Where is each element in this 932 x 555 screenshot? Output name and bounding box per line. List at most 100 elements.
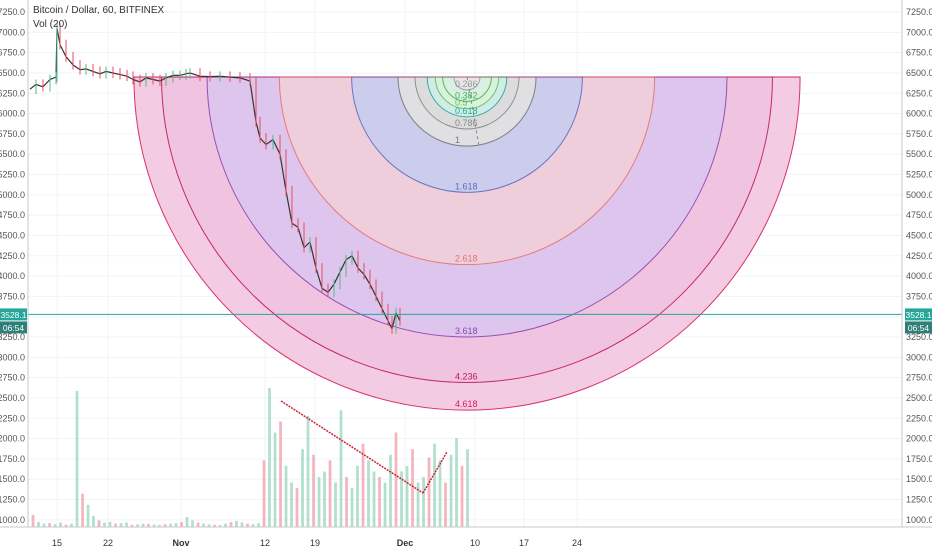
volume-bar <box>136 524 139 527</box>
annotation-down-line[interactable] <box>280 400 424 494</box>
y-tick-label-right: 2500.0 <box>906 393 932 403</box>
volume-bar <box>114 523 117 527</box>
volume-bar <box>31 514 35 527</box>
volume-bar <box>86 504 90 527</box>
volume-bar <box>185 517 189 527</box>
y-tick-label-left: 4000.0 <box>0 271 25 281</box>
y-tick-label-right: 5000.0 <box>906 190 932 200</box>
y-tick-label-left: 5000.0 <box>0 190 25 200</box>
x-tick-label: 17 <box>519 538 529 548</box>
y-tick-label-right: 6750.0 <box>906 48 932 58</box>
y-tick-label-left: 6500.0 <box>0 68 25 78</box>
volume-bar <box>455 438 458 527</box>
volume-bar <box>196 522 200 527</box>
volume-bar <box>378 477 381 527</box>
y-tick-label-left: 5500.0 <box>0 149 25 159</box>
last-price-badge <box>0 308 27 321</box>
volume-bar <box>180 522 183 527</box>
volume-bar <box>317 477 321 527</box>
annotation-up-line[interactable] <box>422 451 448 494</box>
volume-bar <box>207 524 211 527</box>
volume-bar <box>97 520 101 527</box>
volume-bar <box>174 523 178 527</box>
y-tick-label-left: 6250.0 <box>0 88 25 98</box>
volume-bar <box>438 460 442 527</box>
chart-legend: Bitcoin / Dollar, 60, BITFINEX Vol (20) <box>33 4 164 32</box>
y-tick-label-left: 4500.0 <box>0 230 25 240</box>
y-tick-label-right: 3000.0 <box>906 352 932 362</box>
y-tick-label-right: 2250.0 <box>906 413 932 423</box>
volume-bar <box>240 522 244 527</box>
volume-bar <box>213 524 216 527</box>
fib-label: 2.618 <box>455 254 478 264</box>
x-tick-label: 10 <box>470 538 480 548</box>
fib-label: 1 <box>455 135 460 145</box>
y-tick-label-left: 7250.0 <box>0 7 25 17</box>
fib-label: 3.618 <box>455 326 478 336</box>
y-tick-label-right: 4750.0 <box>906 210 932 220</box>
volume-bar <box>75 390 79 527</box>
volume-bar <box>372 471 376 527</box>
y-tick-label-right: 2750.0 <box>906 373 932 383</box>
volume-bar <box>163 524 167 527</box>
volume-bar <box>158 524 161 527</box>
volume-bar <box>339 410 343 527</box>
volume-bar <box>345 477 348 527</box>
volume-bar <box>433 443 436 527</box>
x-tick-label: Nov <box>172 538 189 548</box>
y-tick-label-right: 1250.0 <box>906 495 932 505</box>
volume-bar <box>290 482 293 527</box>
last-price-value: 3528.1 <box>1 310 27 320</box>
volume-bar <box>70 523 73 527</box>
volume-indicator-label: Vol (20) <box>33 19 68 30</box>
y-tick-label-right: 6000.0 <box>906 109 932 119</box>
volume-bars <box>31 388 469 527</box>
y-tick-label-right: 7000.0 <box>906 27 932 37</box>
price-line <box>28 23 902 334</box>
y-tick-label-left: 6000.0 <box>0 109 25 119</box>
volume-bar <box>279 421 282 527</box>
volume-bar <box>191 520 194 527</box>
volume-bar <box>312 454 315 527</box>
volume-bar <box>48 523 51 527</box>
y-tick-label-left: 1750.0 <box>0 454 25 464</box>
y-tick-label-right: 5750.0 <box>906 129 932 139</box>
volume-bar <box>103 522 106 527</box>
volume-bar <box>64 524 68 527</box>
volume-bar <box>268 388 271 527</box>
volume-bar <box>460 465 464 527</box>
x-tick-label: 12 <box>260 538 270 548</box>
volume-bar <box>246 523 249 527</box>
volume-bar <box>400 471 403 527</box>
volume-bar <box>125 522 128 527</box>
y-tick-label-left: 2250.0 <box>0 413 25 423</box>
y-tick-label-right: 5250.0 <box>906 170 932 180</box>
y-tick-label-right: 4500.0 <box>906 230 932 240</box>
fib-label: 0.786 <box>455 118 478 128</box>
volume-bar <box>108 522 112 527</box>
y-tick-label-left: 4250.0 <box>0 251 25 261</box>
last-price-badge <box>905 308 932 321</box>
volume-bar <box>323 471 326 527</box>
y-tick-label-right: 1500.0 <box>906 474 932 484</box>
volume-bar <box>262 460 266 527</box>
y-tick-label-left: 7000.0 <box>0 27 25 37</box>
volume-bar <box>389 454 392 527</box>
y-tick-label-right: 3750.0 <box>906 291 932 301</box>
fib-arc-0-236 <box>453 76 481 91</box>
volume-bar <box>42 523 46 527</box>
volume-bar <box>257 523 260 527</box>
y-tick-label-right: 4250.0 <box>906 251 932 261</box>
volume-bar <box>356 465 359 527</box>
trend-annotation[interactable] <box>280 400 448 494</box>
y-tick-label-right: 4000.0 <box>906 271 932 281</box>
volume-bar <box>92 515 95 527</box>
y-tick-label-left: 3750.0 <box>0 291 25 301</box>
fib-label: 0.5 <box>455 98 468 108</box>
volume-bar <box>141 523 145 527</box>
volume-bar <box>273 432 277 527</box>
